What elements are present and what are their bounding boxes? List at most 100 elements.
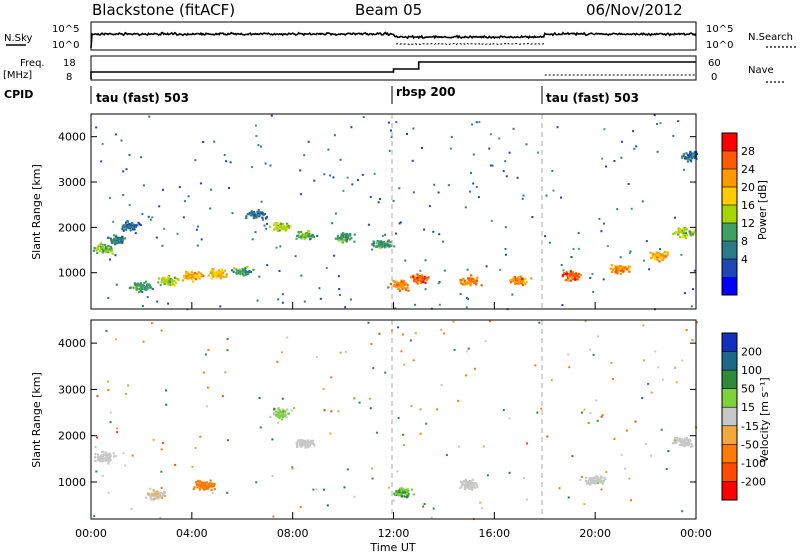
power-point [126,220,129,223]
velocity-point [93,514,96,517]
power-point [216,275,219,278]
power-point [499,268,502,271]
power-point [336,235,339,238]
velocity-point [585,476,588,479]
power-point [163,227,166,230]
power-point [96,248,99,251]
velocity-point [650,391,653,394]
velocity-point [202,487,205,491]
power-point [683,234,686,237]
power-point [96,251,99,254]
velocity-point [158,491,161,494]
power-point [131,222,134,225]
power-point [379,246,382,249]
power-point [519,282,522,285]
velocity-point [283,412,286,415]
power-point [173,280,176,283]
power-point [682,227,685,230]
velocity-point [587,482,590,485]
velocity-point [369,407,372,410]
power-point [225,273,228,276]
velocity-point [94,452,97,455]
velocity-point [473,486,476,489]
power-point [378,241,381,244]
power-colorbar-tick-label: 20 [741,181,755,194]
velocity-scatter-points [93,320,698,521]
power-point [682,235,685,238]
power-point [659,248,661,250]
power-point [258,211,261,214]
power-point [134,225,137,228]
power-point [178,186,181,189]
velocity-point [534,364,537,367]
power-point [419,269,422,272]
power-point [303,238,306,241]
power-point [437,191,440,194]
power-point [303,154,306,157]
velocity-point [399,493,402,496]
power-point [617,265,620,268]
power-point [442,240,445,243]
velocity-point [157,497,160,500]
power-point [689,150,692,153]
power-point [264,162,267,165]
power-point [342,232,345,235]
velocity-colorbar-swatch [722,462,737,482]
velocity-point [345,350,347,353]
velocity-point [681,359,684,362]
power-point [666,254,669,257]
power-colorbar-tick-label: 24 [741,163,755,176]
power-point [253,211,256,214]
velocity-point [596,335,599,338]
velocity-point [409,339,412,342]
power-point [199,272,202,275]
velocity-point [469,483,472,487]
power-point [678,236,682,239]
power-point [247,270,250,273]
power-point [619,265,622,268]
velocity-point [149,496,152,499]
power-point [235,271,238,274]
power-point [404,287,407,290]
power-point [230,269,234,272]
velocity-point [482,445,485,448]
power-point [329,174,332,177]
velocity-point [199,480,202,483]
velocity-point [283,415,286,418]
power-point [396,284,399,287]
power-point [695,152,699,156]
power-y-axis: 1000 2000 3000 4000 [58,131,696,280]
power-point [666,252,669,255]
power-point [232,267,236,270]
velocity-point [298,438,301,442]
power-point [504,226,507,229]
power-point [660,254,663,257]
power-point [414,303,417,306]
velocity-point [667,450,670,453]
power-point [656,256,659,259]
power-point [627,265,630,268]
power-point [614,265,617,268]
cpid-row: CPID tau (fast) 503 rbsp 200 tau (fast) … [4,85,639,105]
power-point [563,272,566,275]
power-point [109,245,112,248]
velocity-point [213,482,216,486]
velocity-point [404,493,407,496]
power-point [681,155,684,158]
power-point [255,216,258,219]
power-point [115,234,118,237]
power-point [443,269,446,272]
velocity-point [605,471,608,473]
power-point [617,266,620,270]
velocity-point [125,392,128,395]
velocity-point [395,490,398,493]
power-point [449,147,452,150]
power-point [278,229,281,232]
velocity-point [300,445,303,448]
velocity-point [109,454,112,457]
power-point [253,214,256,217]
power-point [146,296,149,299]
velocity-point [213,488,216,491]
velocity-point [691,445,694,448]
power-point [109,196,111,199]
